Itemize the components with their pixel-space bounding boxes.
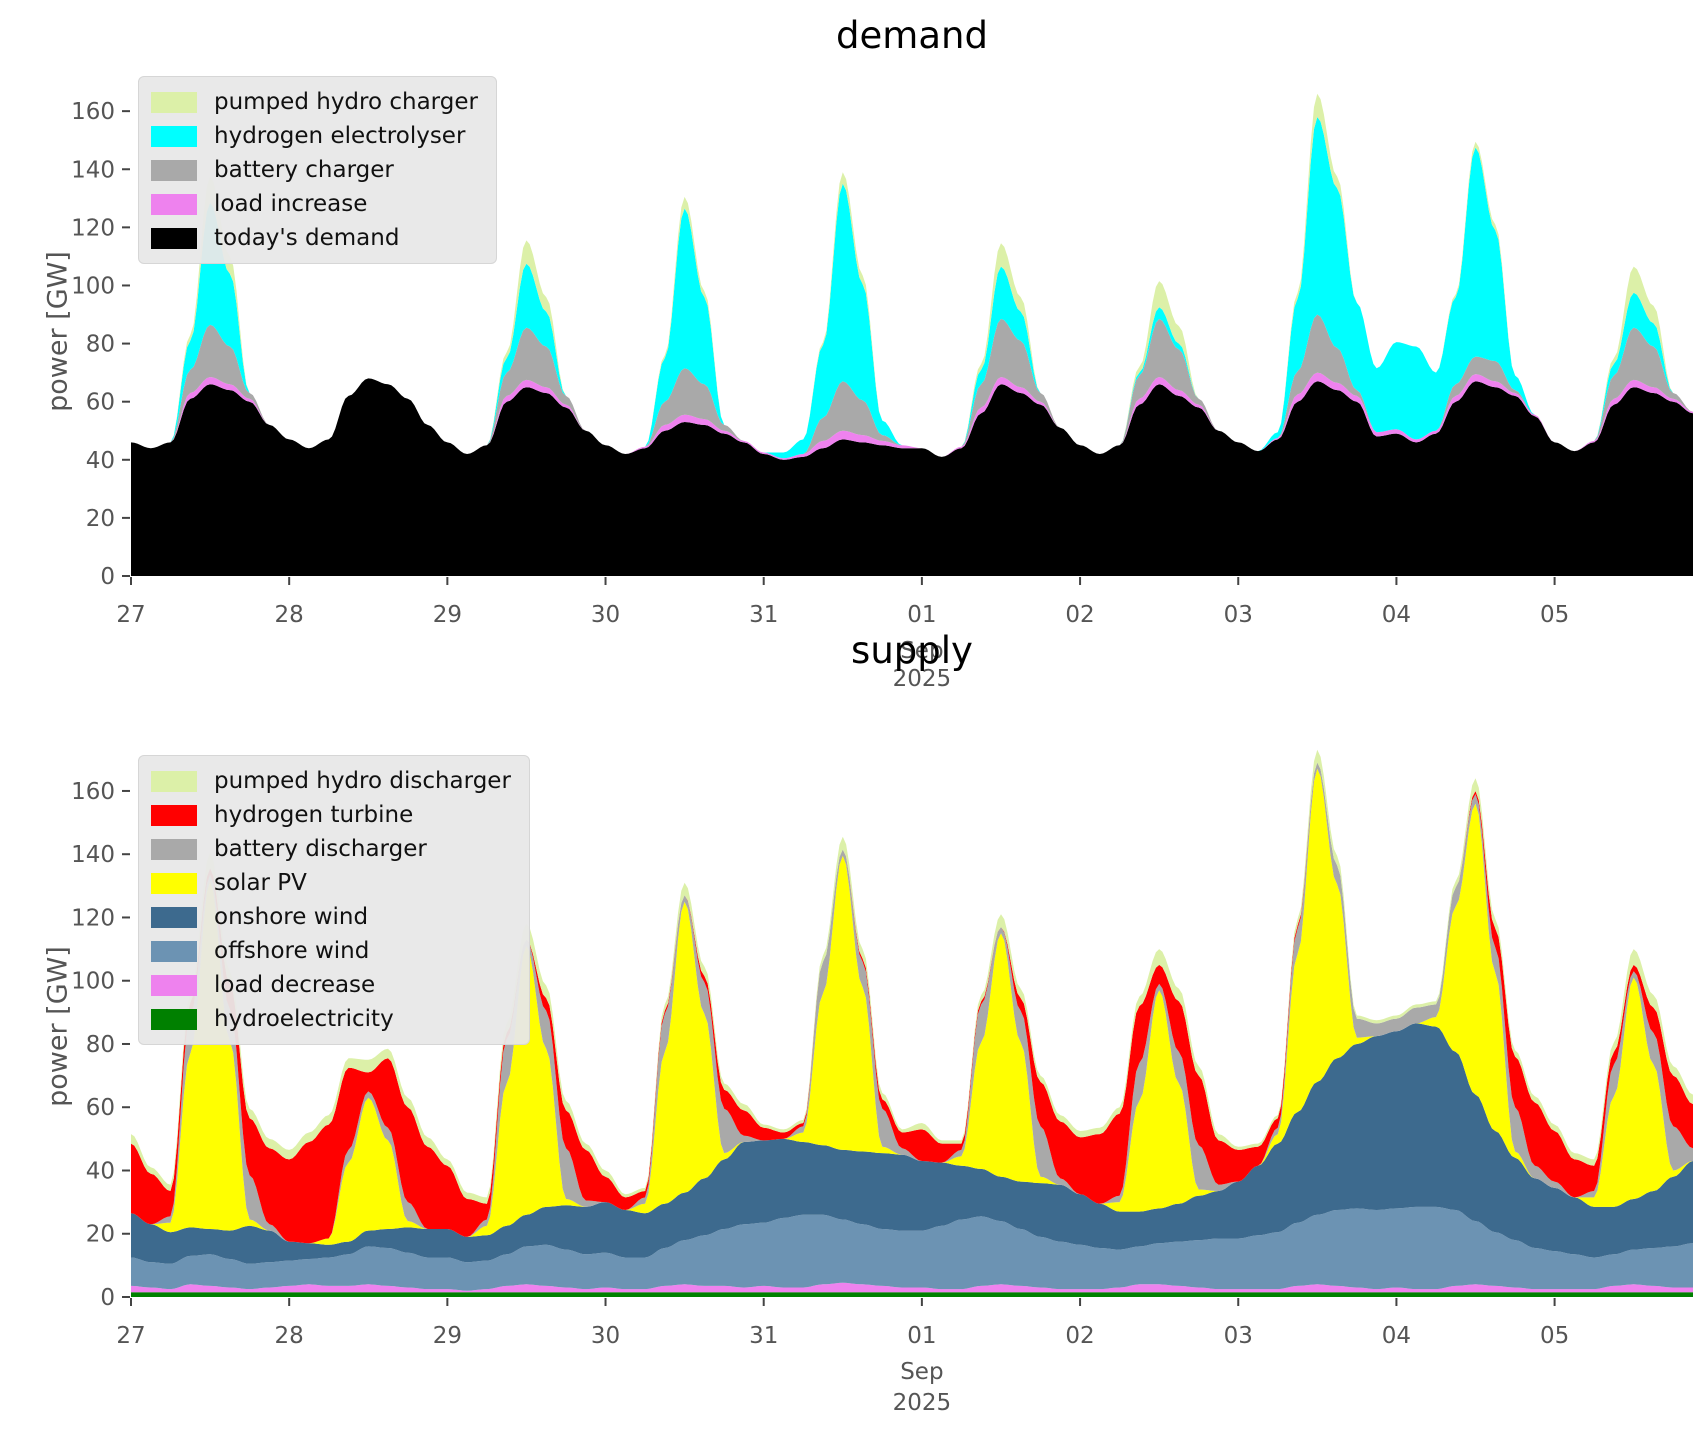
x-tick-label: 30: [591, 602, 620, 628]
y-tick-label: 120: [71, 905, 115, 931]
legend-label: hydrogen turbine: [214, 801, 414, 828]
battery-discharger-swatch-icon: [151, 838, 197, 860]
legend-item-todays-demand: today's demand: [151, 221, 478, 255]
x-tick-label: 05: [1540, 602, 1569, 628]
y-tick-label: 0: [100, 564, 115, 590]
legend-item-hydrogen-turbine: hydrogen turbine: [151, 798, 511, 832]
x-tick-label: 03: [1224, 602, 1253, 628]
legend-label: hydroelectricity: [214, 1005, 394, 1032]
x-tick-label: 03: [1224, 1323, 1253, 1349]
y-tick-label: 120: [71, 215, 115, 241]
x-axis-year-label: 2025: [893, 1390, 952, 1416]
y-tick-label: 80: [86, 332, 115, 358]
x-tick-label: 31: [749, 602, 778, 628]
hydrogen-turbine-swatch-icon: [151, 804, 197, 826]
x-tick-label: 30: [591, 1323, 620, 1349]
legend-label: offshore wind: [214, 937, 370, 964]
legend-label: solar PV: [214, 869, 307, 896]
x-axis-month-label: Sep: [900, 638, 943, 664]
x-tick-label: 02: [1065, 1323, 1094, 1349]
y-tick-label: 160: [71, 99, 115, 125]
supply-chart-title: supply: [851, 629, 973, 672]
legend-item-hydroelectricity: hydroelectricity: [151, 1002, 511, 1036]
area-supply-pumped-hydro-discharger: [131, 749, 1693, 1204]
todays-demand-swatch-icon: [151, 227, 197, 249]
y-tick-label: 60: [86, 1095, 115, 1121]
legend-label: load increase: [214, 190, 368, 217]
y-tick-label: 0: [100, 1285, 115, 1311]
x-tick-label: 02: [1065, 602, 1094, 628]
load-increase-swatch-icon: [151, 193, 197, 215]
y-tick-label: 20: [86, 1222, 115, 1248]
legend-item-battery-discharger: battery discharger: [151, 832, 511, 866]
area-supply-hydrogen-turbine: [131, 762, 1693, 1244]
area-supply-offshore-wind: [131, 1206, 1693, 1291]
legend-item-pumped-hydro-discharger: pumped hydro discharger: [151, 764, 511, 798]
load-decrease-swatch-icon: [151, 974, 197, 996]
legend-label: battery charger: [214, 156, 394, 183]
y-tick-label: 100: [71, 969, 115, 995]
solar-pv-swatch-icon: [151, 872, 197, 894]
hydroelectricity-swatch-icon: [151, 1008, 197, 1030]
y-tick-label: 60: [86, 390, 115, 416]
y-tick-label: 140: [71, 842, 115, 868]
legend-item-offshore-wind: offshore wind: [151, 934, 511, 968]
x-tick-label: 05: [1540, 1323, 1569, 1349]
area-demand-battery-charger: [131, 314, 1693, 459]
x-axis-year-label: 2025: [893, 666, 952, 692]
y-tick-label: 140: [71, 157, 115, 183]
area-supply-solar-pv: [131, 768, 1693, 1245]
legend-label: today's demand: [214, 224, 400, 251]
y-tick-label: 40: [86, 448, 115, 474]
legend-label: load decrease: [214, 971, 376, 998]
legend-item-pumped-hydro-charger: pumped hydro charger: [151, 85, 478, 119]
x-tick-label: 01: [907, 1323, 936, 1349]
x-tick-label: 27: [116, 1323, 145, 1349]
demand-legend: pumped hydro charger hydrogen electrolys…: [138, 76, 497, 264]
legend-label: pumped hydro discharger: [214, 767, 511, 794]
x-tick-label: 29: [433, 602, 462, 628]
legend-item-load-decrease: load decrease: [151, 968, 511, 1002]
x-tick-label: 27: [116, 602, 145, 628]
legend-label: onshore wind: [214, 903, 369, 930]
pumped-hydro-discharger-swatch-icon: [151, 770, 197, 792]
x-tick-label: 01: [907, 602, 936, 628]
hydrogen-electrolyser-swatch-icon: [151, 125, 197, 147]
y-tick-label: 100: [71, 273, 115, 299]
legend-item-solar-pv: solar PV: [151, 866, 511, 900]
area-demand-load-increase: [131, 372, 1693, 460]
legend-item-load-increase: load increase: [151, 187, 478, 221]
pumped-hydro-charger-swatch-icon: [151, 91, 197, 113]
legend-label: pumped hydro charger: [214, 88, 478, 115]
area-supply-onshore-wind: [131, 1023, 1693, 1264]
x-tick-label: 04: [1382, 1323, 1411, 1349]
legend-item-battery-charger: battery charger: [151, 153, 478, 187]
x-tick-label: 29: [433, 1323, 462, 1349]
supply-y-axis-label: power [GW]: [42, 946, 74, 1107]
y-tick-label: 20: [86, 506, 115, 532]
area-supply-load-decrease: [131, 1282, 1693, 1293]
x-tick-label: 04: [1382, 602, 1411, 628]
y-tick-label: 40: [86, 1158, 115, 1184]
battery-charger-swatch-icon: [151, 159, 197, 181]
x-tick-label: 31: [749, 1323, 778, 1349]
y-tick-label: 80: [86, 1032, 115, 1058]
legend-item-hydrogen-electrolyser: hydrogen electrolyser: [151, 119, 478, 153]
area-supply-hydroelectricity: [131, 1292, 1693, 1297]
legend-item-onshore-wind: onshore wind: [151, 900, 511, 934]
onshore-wind-swatch-icon: [151, 906, 197, 928]
x-tick-label: 28: [275, 602, 304, 628]
x-axis-month-label: Sep: [900, 1359, 943, 1385]
legend-label: battery discharger: [214, 835, 427, 862]
supply-legend: pumped hydro discharger hydrogen turbine…: [138, 755, 530, 1045]
legend-label: hydrogen electrolyser: [214, 122, 466, 149]
offshore-wind-swatch-icon: [151, 940, 197, 962]
area-demand-today-s-demand: [131, 378, 1693, 576]
x-tick-label: 28: [275, 1323, 304, 1349]
demand-chart-title: demand: [836, 14, 988, 57]
demand-y-axis-label: power [GW]: [42, 251, 74, 412]
y-tick-label: 160: [71, 779, 115, 805]
